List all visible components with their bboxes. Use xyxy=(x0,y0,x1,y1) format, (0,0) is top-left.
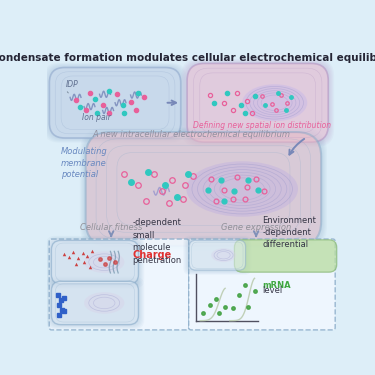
Text: Modulating
membrane
potential: Modulating membrane potential xyxy=(61,147,108,180)
FancyBboxPatch shape xyxy=(46,236,144,288)
Text: Condensate formation modulates cellular electrochemical equilibria: Condensate formation modulates cellular … xyxy=(0,54,375,63)
Ellipse shape xyxy=(242,84,307,121)
Text: IDP: IDP xyxy=(66,80,78,88)
FancyBboxPatch shape xyxy=(44,63,187,142)
FancyBboxPatch shape xyxy=(80,128,327,250)
Ellipse shape xyxy=(211,248,236,262)
FancyBboxPatch shape xyxy=(50,280,140,326)
FancyBboxPatch shape xyxy=(186,63,329,143)
FancyBboxPatch shape xyxy=(49,238,141,286)
FancyBboxPatch shape xyxy=(187,238,248,272)
Text: -dependent
small
molecule
penetration: -dependent small molecule penetration xyxy=(132,218,182,265)
Text: A new intracellular electrochemical equilibrium: A new intracellular electrochemical equi… xyxy=(93,130,291,140)
FancyBboxPatch shape xyxy=(47,278,143,328)
FancyBboxPatch shape xyxy=(46,65,184,141)
FancyBboxPatch shape xyxy=(187,63,328,142)
FancyBboxPatch shape xyxy=(45,64,185,142)
FancyBboxPatch shape xyxy=(51,281,138,325)
FancyBboxPatch shape xyxy=(49,239,189,330)
Text: Ion pair: Ion pair xyxy=(82,114,111,123)
FancyBboxPatch shape xyxy=(184,237,250,274)
FancyBboxPatch shape xyxy=(51,240,138,284)
FancyBboxPatch shape xyxy=(183,60,333,146)
Text: Cellular fitness: Cellular fitness xyxy=(80,223,142,232)
Text: Defining new spatial ion distribution: Defining new spatial ion distribution xyxy=(193,121,332,130)
FancyBboxPatch shape xyxy=(50,68,181,138)
FancyBboxPatch shape xyxy=(82,129,325,249)
FancyBboxPatch shape xyxy=(47,66,183,140)
FancyBboxPatch shape xyxy=(48,67,182,139)
Text: Charge: Charge xyxy=(132,249,171,259)
FancyBboxPatch shape xyxy=(183,236,251,275)
FancyBboxPatch shape xyxy=(83,130,324,248)
FancyBboxPatch shape xyxy=(84,131,322,247)
FancyBboxPatch shape xyxy=(47,237,143,288)
FancyBboxPatch shape xyxy=(185,62,330,144)
Text: mRNA: mRNA xyxy=(262,280,291,290)
FancyBboxPatch shape xyxy=(81,128,326,250)
FancyBboxPatch shape xyxy=(234,240,337,272)
FancyBboxPatch shape xyxy=(49,279,141,327)
FancyBboxPatch shape xyxy=(181,59,334,147)
FancyBboxPatch shape xyxy=(188,239,247,271)
Ellipse shape xyxy=(84,251,124,273)
Text: Gene expression: Gene expression xyxy=(221,223,291,232)
Ellipse shape xyxy=(186,161,298,217)
FancyBboxPatch shape xyxy=(189,239,335,330)
FancyBboxPatch shape xyxy=(48,238,142,286)
FancyBboxPatch shape xyxy=(48,279,142,327)
FancyBboxPatch shape xyxy=(186,237,249,273)
FancyBboxPatch shape xyxy=(189,240,246,270)
Ellipse shape xyxy=(84,292,124,314)
FancyBboxPatch shape xyxy=(50,240,140,285)
FancyBboxPatch shape xyxy=(86,132,321,246)
Text: level: level xyxy=(262,274,283,295)
FancyBboxPatch shape xyxy=(184,61,332,145)
FancyBboxPatch shape xyxy=(46,277,144,329)
Text: Environment
-dependent
differential: Environment -dependent differential xyxy=(262,216,316,261)
